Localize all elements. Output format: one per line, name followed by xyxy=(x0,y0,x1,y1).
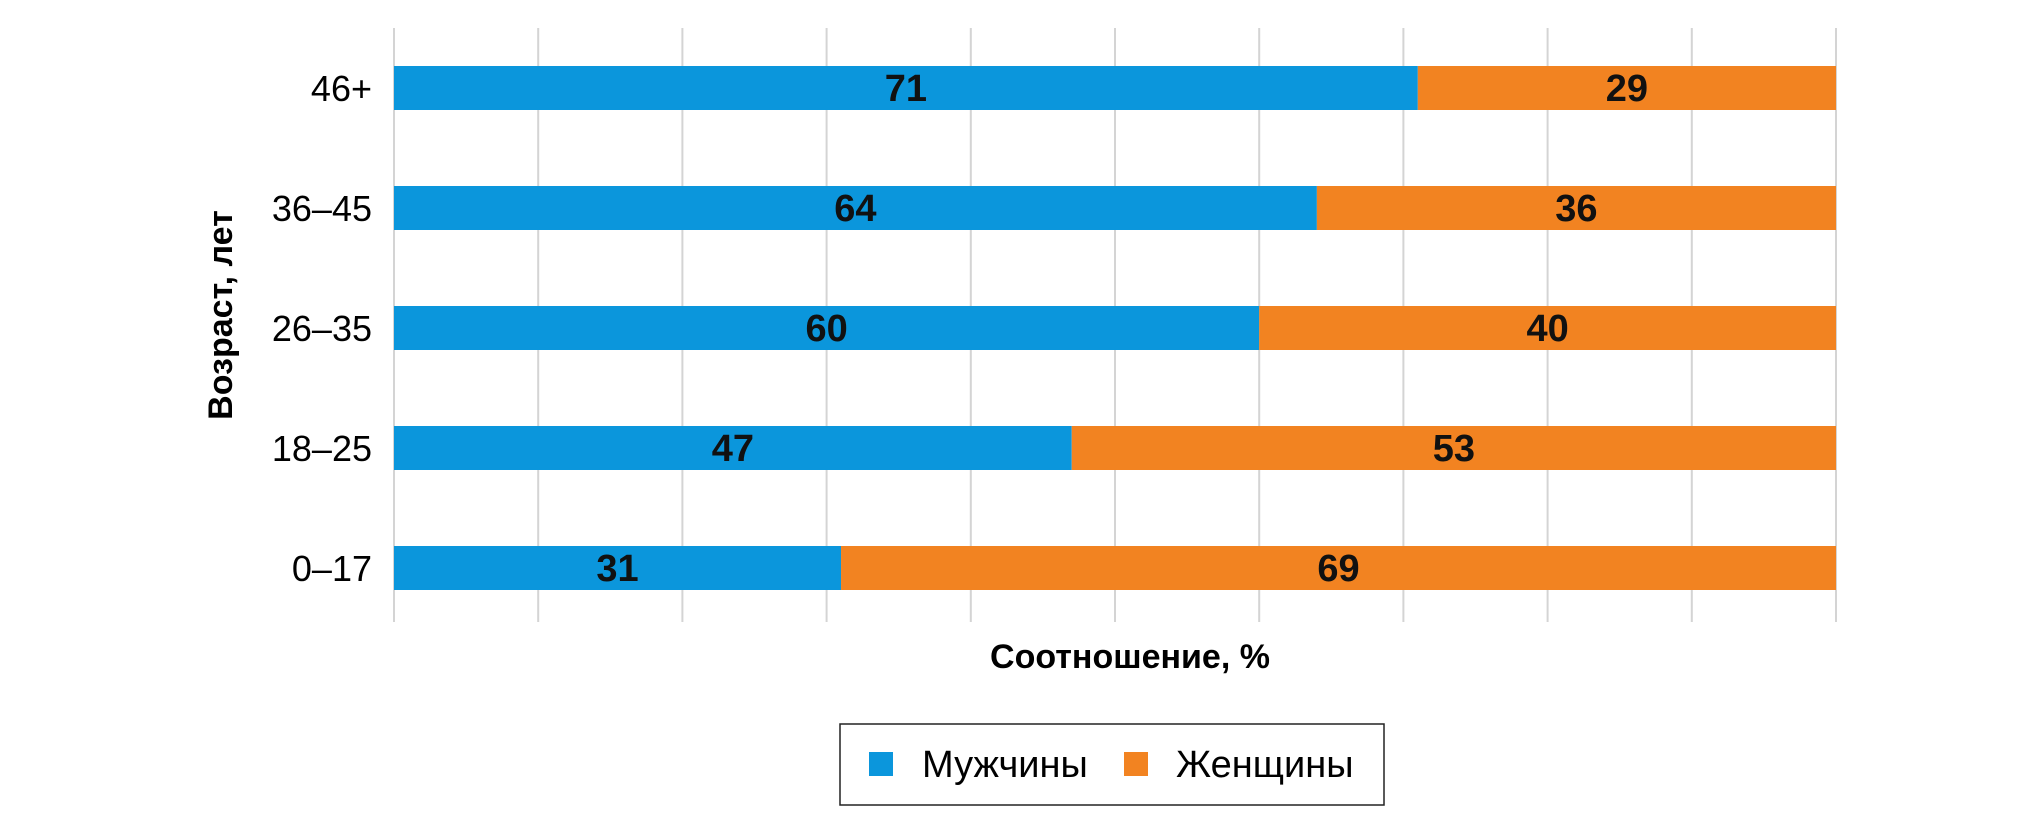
category-label: 26–35 xyxy=(272,308,372,349)
bar-data-label: 31 xyxy=(596,548,638,590)
bar-data-label: 29 xyxy=(1606,68,1648,110)
category-label: 46+ xyxy=(311,68,372,109)
legend-label-women: Женщины xyxy=(1176,744,1354,786)
bar-men xyxy=(394,546,842,590)
bar-data-label: 69 xyxy=(1317,548,1359,590)
bar-data-labels: 71 29 64 36 60 40 47 53 31 69 xyxy=(596,68,1648,590)
category-label: 36–45 xyxy=(272,188,372,229)
legend-label-men: Мужчины xyxy=(922,744,1088,786)
category-labels: 46+ 36–45 26–35 18–25 0–17 xyxy=(272,68,372,589)
y-axis-title: Возраст, лет xyxy=(202,210,240,420)
bar-women xyxy=(1417,66,1836,110)
bars xyxy=(394,66,1836,590)
bar-men xyxy=(394,186,1317,230)
category-label: 0–17 xyxy=(292,548,372,589)
bar-men xyxy=(394,66,1418,110)
bar-data-label: 60 xyxy=(805,308,847,350)
legend-box xyxy=(839,723,1385,806)
bar-data-label: 64 xyxy=(834,188,876,230)
bar-women xyxy=(1071,426,1836,470)
bar-women xyxy=(841,546,1836,590)
bar-data-label: 36 xyxy=(1555,188,1597,230)
bar-data-label: 47 xyxy=(712,428,754,470)
bar-men xyxy=(394,426,1072,470)
legend: Мужчины Женщины xyxy=(839,723,1385,806)
bar-women xyxy=(1316,186,1836,230)
category-label: 18–25 xyxy=(272,428,372,469)
x-axis-title: Соотношение, % xyxy=(990,638,1270,676)
bar-data-label: 40 xyxy=(1526,308,1568,350)
bar-data-label: 71 xyxy=(885,68,927,110)
bar-women xyxy=(1259,306,1836,350)
bar-men xyxy=(394,306,1260,350)
legend-swatch-women xyxy=(1124,752,1148,776)
bar-data-label: 53 xyxy=(1433,428,1475,470)
legend-swatch-men xyxy=(869,752,893,776)
